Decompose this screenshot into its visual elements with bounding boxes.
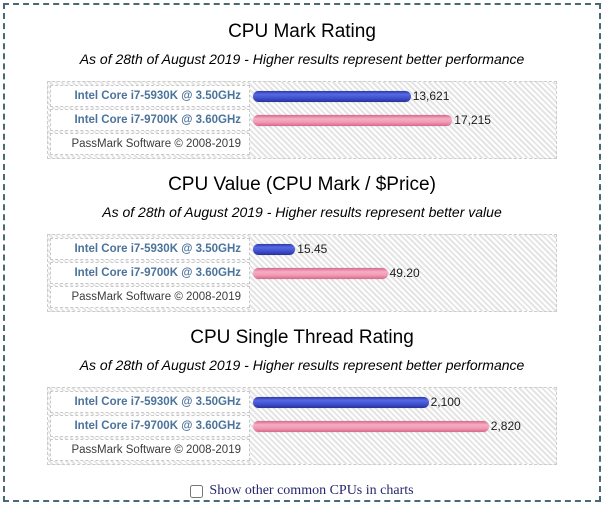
- bar-cell: 15.45: [250, 238, 554, 260]
- chart-row-footer: PassMark Software © 2008-2019: [50, 438, 554, 462]
- passmark-copyright: PassMark Software © 2008-2019: [50, 133, 250, 155]
- cpu-label: Intel Core i7-5930K @ 3.50GHz: [50, 391, 250, 413]
- bar-cell: 49.20: [250, 262, 554, 284]
- bar-cell: 13,621: [250, 85, 554, 107]
- chart-table: Intel Core i7-5930K @ 3.50GHz 2,100 Inte…: [47, 387, 557, 465]
- chart-cpu-mark-rating: CPU Mark Rating As of 28th of August 201…: [5, 20, 599, 159]
- bar-value: 17,215: [454, 113, 491, 127]
- chart-row: Intel Core i7-9700K @ 3.60GHz 49.20: [50, 261, 554, 285]
- cpu-label: Intel Core i7-9700K @ 3.60GHz: [50, 262, 250, 284]
- cpu-label: Intel Core i7-5930K @ 3.50GHz: [50, 238, 250, 260]
- show-other-cpus-label: Show other common CPUs in charts: [209, 483, 414, 498]
- show-other-cpus-checkbox[interactable]: [190, 484, 204, 498]
- bar-value: 15.45: [297, 242, 328, 256]
- chart-cpu-value: CPU Value (CPU Mark / $Price) As of 28th…: [5, 173, 599, 312]
- chart-subtitle: As of 28th of August 2019 - Higher resul…: [79, 51, 525, 67]
- cpu-label: Intel Core i7-9700K @ 3.60GHz: [50, 415, 250, 437]
- show-other-cpus-row: Show other common CPUs in charts: [5, 483, 599, 499]
- chart-row: Intel Core i7-5930K @ 3.50GHz 13,621: [50, 84, 554, 108]
- chart-title: CPU Mark Rating: [228, 21, 376, 42]
- page-frame: CPU Mark Rating As of 28th of August 201…: [3, 3, 601, 502]
- chart-row: Intel Core i7-5930K @ 3.50GHz 15.45: [50, 237, 554, 261]
- chart-title: CPU Single Thread Rating: [190, 327, 414, 348]
- bar-cell: 2,100: [250, 391, 554, 413]
- chart-row-footer: PassMark Software © 2008-2019: [50, 132, 554, 156]
- bar-cell: 17,215: [250, 109, 554, 131]
- chart-row: Intel Core i7-9700K @ 3.60GHz 2,820: [50, 414, 554, 438]
- chart-row: Intel Core i7-9700K @ 3.60GHz 17,215: [50, 108, 554, 132]
- bar-value: 2,820: [490, 419, 521, 433]
- bar-value: 2,100: [430, 395, 461, 409]
- passmark-copyright: PassMark Software © 2008-2019: [50, 286, 250, 308]
- passmark-copyright: PassMark Software © 2008-2019: [50, 439, 250, 461]
- chart-title: CPU Value (CPU Mark / $Price): [168, 174, 436, 195]
- bar-i7-9700k: [253, 114, 453, 126]
- chart-table: Intel Core i7-5930K @ 3.50GHz 15.45 Inte…: [47, 234, 557, 312]
- bar-i7-5930k: [253, 396, 429, 408]
- bar-cell-empty: [250, 439, 554, 461]
- bar-i7-5930k: [253, 90, 411, 102]
- bar-i7-9700k: [253, 267, 388, 279]
- bar-cell: 2,820: [250, 415, 554, 437]
- bar-value: 49.20: [389, 266, 420, 280]
- chart-row-footer: PassMark Software © 2008-2019: [50, 285, 554, 309]
- cpu-label: Intel Core i7-5930K @ 3.50GHz: [50, 85, 250, 107]
- bar-cell-empty: [250, 286, 554, 308]
- bar-i7-9700k: [253, 420, 489, 432]
- bar-value: 13,621: [412, 89, 450, 103]
- bar-i7-5930k: [253, 243, 296, 255]
- chart-table: Intel Core i7-5930K @ 3.50GHz 13,621 Int…: [47, 81, 557, 159]
- chart-subtitle: As of 28th of August 2019 - Higher resul…: [102, 204, 502, 220]
- cpu-label: Intel Core i7-9700K @ 3.60GHz: [50, 109, 250, 131]
- chart-cpu-single-thread: CPU Single Thread Rating As of 28th of A…: [5, 326, 599, 465]
- chart-subtitle: As of 28th of August 2019 - Higher resul…: [79, 357, 525, 373]
- bar-cell-empty: [250, 133, 554, 155]
- chart-row: Intel Core i7-5930K @ 3.50GHz 2,100: [50, 390, 554, 414]
